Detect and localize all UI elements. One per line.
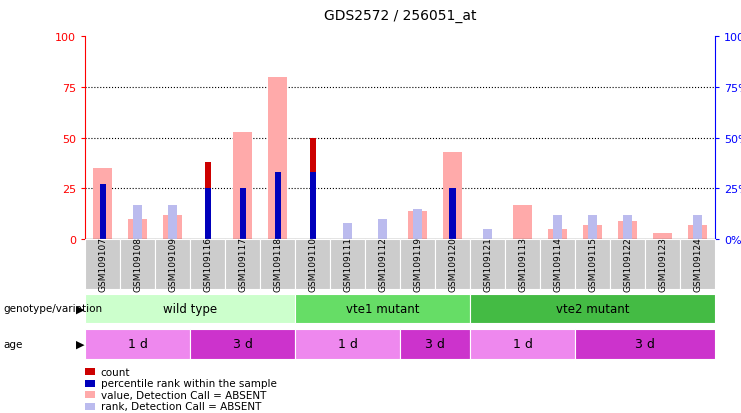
Text: rank, Detection Call = ABSENT: rank, Detection Call = ABSENT [101,401,261,411]
Text: GSM109122: GSM109122 [623,237,632,292]
Bar [413,209,422,240]
Bar [85,294,295,324]
Bar [93,169,113,240]
Bar [653,233,672,240]
Text: GSM109124: GSM109124 [693,237,702,292]
Text: GSM109113: GSM109113 [518,237,527,292]
Text: GSM109114: GSM109114 [553,237,562,292]
Text: GSM109117: GSM109117 [238,237,247,292]
Bar [155,240,190,289]
Text: GSM109111: GSM109111 [343,237,352,292]
Bar [225,240,260,289]
Bar [85,240,120,289]
Bar [310,138,316,240]
Bar [310,173,316,240]
Bar [378,219,387,240]
Text: vte1 mutant: vte1 mutant [346,302,419,315]
Bar [610,240,645,289]
Bar [190,240,225,289]
Bar [575,329,715,358]
Text: GSM109108: GSM109108 [133,237,142,292]
Bar [99,185,106,240]
Bar [128,219,147,240]
Bar [268,78,288,240]
Bar [133,205,142,240]
Bar [583,225,602,240]
Bar [623,215,632,240]
Bar [163,215,182,240]
Text: GDS2572 / 256051_at: GDS2572 / 256051_at [324,9,476,23]
Text: GSM109123: GSM109123 [658,237,667,292]
Bar [168,205,177,240]
Bar [239,189,246,240]
Text: ▶: ▶ [76,304,84,314]
Bar [295,240,330,289]
Bar [343,223,352,240]
Text: genotype/variation: genotype/variation [4,304,103,314]
Text: 1 d: 1 d [127,337,147,350]
Bar [260,240,295,289]
Text: value, Detection Call = ABSENT: value, Detection Call = ABSENT [101,390,266,400]
Text: 1 d: 1 d [513,337,533,350]
Bar [205,163,211,240]
Text: 1 d: 1 d [338,337,358,350]
Bar [120,240,155,289]
Bar [470,294,715,324]
Text: age: age [4,339,23,349]
Text: GSM109107: GSM109107 [99,237,107,292]
Text: ▶: ▶ [76,339,84,349]
Bar [548,230,567,240]
Bar [408,211,428,240]
Bar [233,132,252,240]
Bar [450,189,456,240]
Text: GSM109109: GSM109109 [168,237,177,292]
Bar [400,240,435,289]
Bar [295,329,400,358]
Bar [483,230,492,240]
Text: GSM109112: GSM109112 [378,237,387,292]
Bar [435,240,470,289]
Bar [505,240,540,289]
Bar [190,329,295,358]
Text: GSM109110: GSM109110 [308,237,317,292]
Text: GSM109118: GSM109118 [273,237,282,292]
Bar [470,329,575,358]
Bar [513,205,532,240]
Bar [688,225,707,240]
Text: GSM109116: GSM109116 [203,237,212,292]
Bar [274,173,281,240]
Bar [693,215,702,240]
Text: GSM109119: GSM109119 [413,237,422,292]
Text: 3 d: 3 d [233,337,253,350]
Bar [400,329,470,358]
Text: GSM109121: GSM109121 [483,237,492,292]
Bar [330,240,365,289]
Bar [443,152,462,240]
Bar [205,189,211,240]
Text: wild type: wild type [163,302,217,315]
Bar [680,240,715,289]
Bar [470,240,505,289]
Text: vte2 mutant: vte2 mutant [556,302,629,315]
Bar [575,240,610,289]
Text: GSM109115: GSM109115 [588,237,597,292]
Bar [365,240,400,289]
Text: GSM109120: GSM109120 [448,237,457,292]
Bar [645,240,680,289]
Bar [540,240,575,289]
Bar [618,221,637,240]
Bar [295,294,470,324]
Text: 3 d: 3 d [635,337,655,350]
Text: 3 d: 3 d [425,337,445,350]
Text: percentile rank within the sample: percentile rank within the sample [101,378,276,388]
Text: count: count [101,367,130,377]
Bar [554,215,562,240]
Bar [85,329,190,358]
Bar [588,215,597,240]
